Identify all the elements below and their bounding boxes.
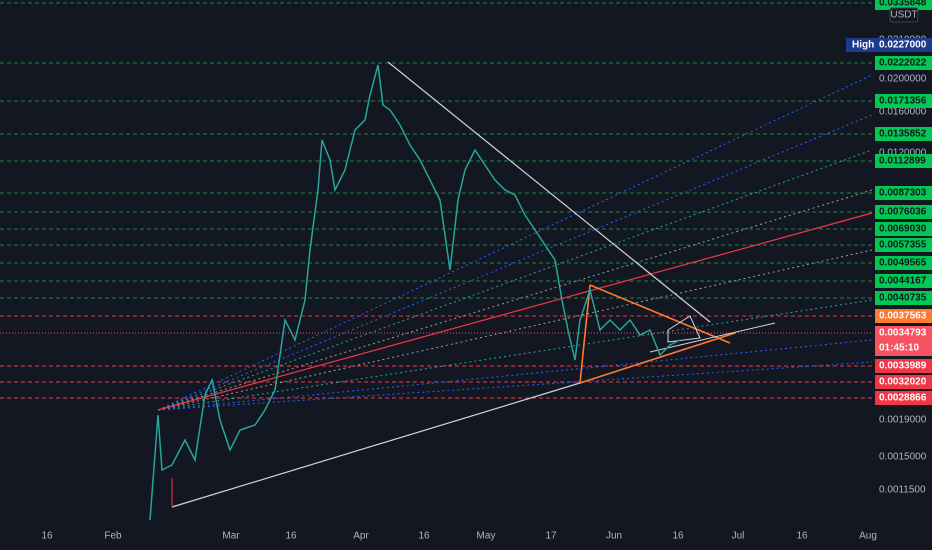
price-axis: 0.02100000.02000000.01600000.01200000.00… (846, 0, 932, 496)
price-box (875, 222, 932, 236)
axis-label: 0.0120000 (879, 148, 927, 159)
time-label: Jul (732, 531, 745, 542)
axis-label: 0.0160000 (879, 107, 927, 118)
price-label: 0.0049565 (879, 258, 927, 269)
price-label: 0.0087303 (879, 188, 927, 199)
time-label: Apr (353, 531, 369, 542)
price-label: 0.0112899 (879, 156, 926, 167)
time-label: Feb (104, 531, 122, 542)
time-label: 16 (285, 531, 297, 542)
price-label: 0.0057355 (879, 240, 927, 251)
price-box (875, 38, 932, 52)
current-box (875, 326, 932, 356)
trend-line (579, 332, 736, 384)
price-line (149, 64, 681, 521)
high-tag-label: High (852, 40, 874, 51)
price-label: 0.0032020 (879, 377, 927, 388)
unit-box (889, 7, 919, 23)
time-axis: 16 Feb Mar 16 Apr 16 May 17 Jun 16 Jul 16 Aug (41, 531, 876, 542)
current-price: 0.0034793 (879, 328, 927, 339)
price-box (875, 256, 932, 270)
fan-line (157, 74, 873, 411)
price-label: 0.0028866 (879, 393, 927, 404)
trend-line (649, 322, 776, 353)
price-box (875, 309, 932, 323)
time-label: 16 (672, 531, 684, 542)
price-label: 0.0227000 (879, 40, 927, 51)
axis-label: 0.0011500 (879, 485, 926, 496)
price-label: 0.0135852 (879, 129, 927, 140)
price-box (875, 375, 932, 389)
price-label: 0.0076036 (879, 207, 927, 218)
axis-label: 0.0015000 (879, 452, 927, 463)
trend-line (589, 284, 731, 344)
price-box (875, 359, 932, 373)
time-label: 16 (796, 531, 808, 542)
triangle (667, 315, 701, 343)
price-box (875, 56, 932, 70)
price-box (875, 94, 932, 108)
drawings (149, 61, 873, 521)
trend-line (171, 382, 581, 508)
trend-line (387, 61, 711, 323)
price-label: 0.0033989 (879, 361, 927, 372)
fan-line (157, 249, 873, 411)
fan-line (157, 299, 873, 411)
time-label: May (477, 531, 496, 542)
countdown: 01:45:10 (879, 343, 919, 354)
fan-line (157, 361, 873, 411)
axis-label: 0.0200000 (879, 74, 927, 85)
price-box (875, 238, 932, 252)
price-label: 0.0069030 (879, 224, 927, 235)
price-box (875, 127, 932, 141)
time-label: 17 (545, 531, 557, 542)
time-label: Jun (606, 531, 622, 542)
price-box (875, 154, 932, 168)
time-label: Aug (859, 531, 877, 542)
time-label: Mar (222, 531, 240, 542)
price-label: 0.0044167 (879, 276, 927, 287)
price-box (875, 186, 932, 200)
trend-line (579, 284, 591, 384)
time-label: 16 (41, 531, 53, 542)
fan-line (157, 149, 873, 411)
price-box (875, 274, 932, 288)
time-label: 16 (418, 531, 430, 542)
price-box (875, 291, 932, 305)
unit-label: USDT (890, 10, 917, 21)
price-label: 0.0335848 (879, 0, 927, 9)
price-label: 0.0222022 (879, 58, 927, 69)
price-label: 0.0040735 (879, 293, 927, 304)
price-box (875, 205, 932, 219)
price-box (875, 0, 932, 10)
price-label: 0.0171356 (879, 96, 927, 107)
price-box (875, 391, 932, 405)
fan-line (157, 114, 873, 411)
high-tag (846, 38, 875, 52)
price-label: 0.0037563 (879, 311, 927, 322)
axis-label: 0.0019000 (879, 415, 927, 426)
